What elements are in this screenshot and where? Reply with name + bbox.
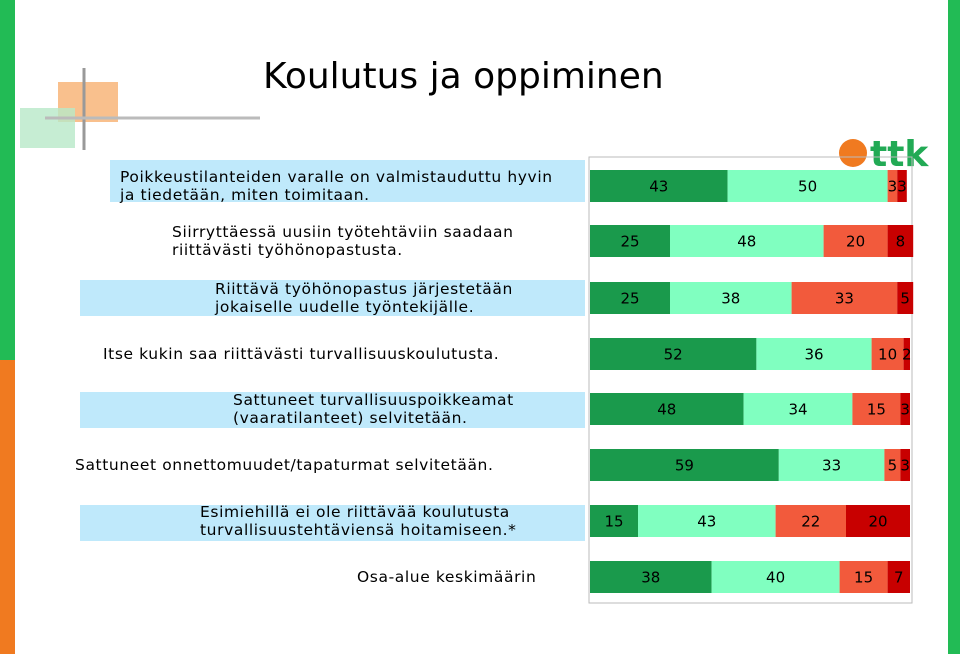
side-stripe: [948, 0, 960, 654]
bar-segment: [590, 393, 744, 425]
value-label: 25: [620, 290, 639, 308]
category-label: Sattuneet turvallisuuspoikkeamat (vaarat…: [233, 391, 514, 427]
value-label: 3: [900, 401, 910, 419]
value-label: 38: [721, 290, 740, 308]
category-label: Esimiehillä ei ole riittävää koulutusta …: [200, 503, 517, 539]
value-label: 10: [878, 346, 897, 364]
value-label: 5: [900, 290, 910, 308]
side-stripe: [0, 360, 15, 654]
bar-segment: [670, 282, 792, 314]
bar-segment: [590, 338, 757, 370]
bar-segment: [900, 393, 910, 425]
logo-mark: [839, 139, 867, 167]
value-label: 48: [657, 401, 676, 419]
value-label: 33: [822, 457, 841, 475]
value-label: 15: [867, 401, 886, 419]
plot-frame: [588, 156, 913, 604]
value-label: 59: [675, 457, 694, 475]
value-label: 20: [868, 513, 887, 531]
value-label: 20: [846, 233, 865, 251]
bar-segment: [823, 225, 888, 257]
bar-segment: [590, 449, 779, 481]
label-box: [80, 280, 585, 316]
category-label: Riittävä työhönopastus järjestetään joka…: [215, 280, 513, 316]
label-box: [80, 392, 585, 428]
category-label: Poikkeustilanteiden varalle on valmistau…: [120, 168, 553, 204]
bar-segment: [670, 225, 824, 257]
bar-segment: [775, 505, 846, 537]
bar-segment: [897, 170, 907, 202]
value-label: 25: [620, 233, 639, 251]
logo: ttk: [870, 134, 929, 175]
bar-segment: [871, 338, 904, 370]
value-label: 36: [804, 346, 823, 364]
value-label: 8: [896, 233, 906, 251]
value-label: 43: [697, 513, 716, 531]
bar-segment: [590, 282, 670, 314]
value-label: 48: [737, 233, 756, 251]
bar-segment: [884, 449, 901, 481]
label-box: [80, 505, 585, 541]
value-label: 50: [798, 178, 817, 196]
bar-segment: [590, 170, 728, 202]
bar-segment: [839, 561, 888, 593]
category-label: Siirryttäessä uusiin työtehtäviin saadaa…: [172, 223, 514, 259]
decor: [20, 108, 75, 148]
bar-segment: [897, 282, 914, 314]
value-label: 33: [835, 290, 854, 308]
bar-segment: [756, 338, 872, 370]
bar-segment: [743, 393, 853, 425]
bar-segment: [887, 561, 910, 593]
bar-segment: [900, 449, 910, 481]
side-stripe: [0, 0, 15, 360]
category-label: Osa-alue keskimäärin: [357, 568, 537, 586]
value-label: 15: [854, 569, 873, 587]
bar-segment: [903, 338, 910, 370]
value-label: 3: [888, 178, 898, 196]
bar-segment: [846, 505, 910, 537]
value-label: 15: [604, 513, 623, 531]
bar-segment: [852, 393, 901, 425]
value-label: 38: [641, 569, 660, 587]
bar-segment: [791, 282, 898, 314]
bar-segment: [727, 170, 888, 202]
value-label: 40: [766, 569, 785, 587]
bar-segment: [711, 561, 840, 593]
bar-segment: [887, 225, 914, 257]
value-label: 34: [788, 401, 807, 419]
value-label: 2: [902, 346, 912, 364]
value-label: 22: [801, 513, 820, 531]
value-label: 7: [894, 569, 904, 587]
bar-segment: [638, 505, 776, 537]
label-box: [110, 160, 585, 202]
category-label: Sattuneet onnettomuudet/tapaturmat selvi…: [75, 456, 494, 474]
value-label: 3: [900, 457, 910, 475]
bar-segment: [590, 225, 670, 257]
bar-segment: [778, 449, 885, 481]
category-label: Itse kukin saa riittävästi turvallisuusk…: [103, 345, 500, 363]
bar-segment: [887, 170, 898, 202]
value-label: 3: [897, 178, 907, 196]
bar-segment: [590, 505, 638, 537]
bar-segment: [590, 561, 712, 593]
value-label: 43: [649, 178, 668, 196]
value-label: 52: [664, 346, 683, 364]
value-label: 5: [888, 457, 898, 475]
slide-title: Koulutus ja oppiminen: [263, 56, 664, 97]
